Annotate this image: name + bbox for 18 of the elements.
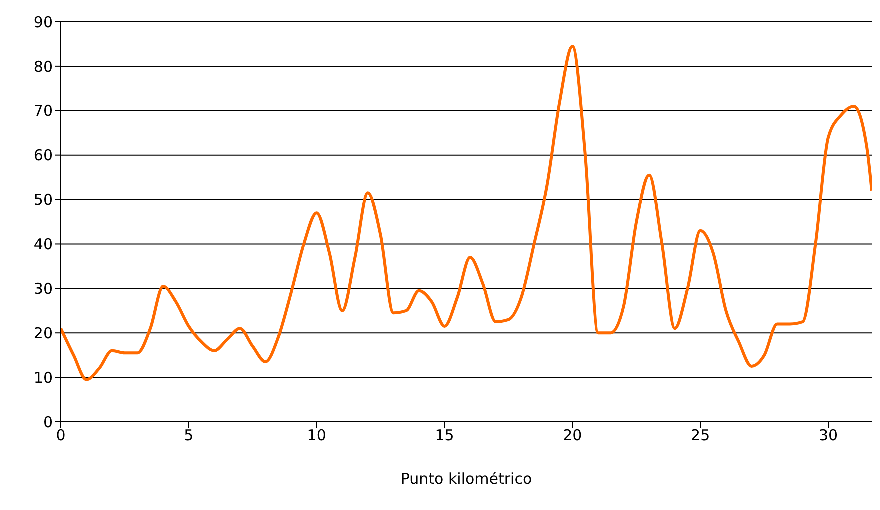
- y-tick-label: 0: [43, 413, 53, 432]
- y-tick-label: 90: [34, 13, 53, 32]
- x-tick-label: 30: [818, 426, 838, 445]
- x-tick-label: 10: [307, 426, 326, 445]
- y-tick-label: 10: [34, 368, 53, 387]
- x-tick-label: 0: [56, 426, 66, 445]
- x-axis-title: Punto kilométrico: [400, 470, 532, 488]
- x-tick-label: 15: [435, 426, 454, 445]
- x-tick-label: 25: [691, 426, 710, 445]
- x-tick-label: 5: [184, 426, 194, 445]
- y-tick-label: 30: [34, 280, 53, 298]
- y-tick-label: 50: [34, 191, 53, 210]
- y-tick-label: 60: [34, 146, 53, 165]
- x-tick-label: 20: [563, 426, 582, 445]
- y-tick-label: 80: [34, 58, 53, 76]
- y-tick-label: 70: [34, 102, 53, 120]
- y-tick-label: 40: [34, 236, 53, 254]
- y-tick-label: 20: [34, 324, 53, 342]
